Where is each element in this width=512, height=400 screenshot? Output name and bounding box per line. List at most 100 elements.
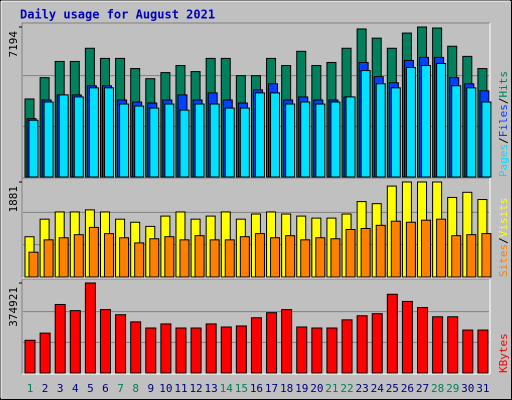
bar (58, 237, 69, 278)
x-tick-label: 23 (356, 382, 369, 395)
bar (130, 321, 142, 374)
bar (88, 226, 99, 278)
x-tick-label: 11 (174, 382, 187, 395)
bar (28, 251, 39, 278)
bar (341, 319, 353, 374)
y-tick-label: 1881 (7, 186, 20, 213)
bar (194, 235, 205, 278)
bar (88, 87, 99, 178)
bar (405, 221, 416, 278)
x-tick-label: 7 (117, 382, 124, 395)
bar (99, 309, 111, 374)
bar (421, 219, 432, 278)
legend-text: KBytes (497, 333, 510, 373)
legend-separator: / (497, 137, 510, 144)
x-tick-label: 1 (27, 382, 34, 395)
legend-entry: Files (497, 104, 510, 137)
legend-group: Pages/Files/Hits (497, 71, 510, 177)
bar (28, 119, 39, 178)
bar (390, 220, 401, 278)
bar (375, 83, 386, 178)
bar (84, 282, 96, 374)
bar (311, 327, 323, 374)
bar (296, 326, 308, 374)
x-tick-label: 21 (325, 382, 338, 395)
bar (330, 101, 341, 178)
chart-title: Daily usage for August 2021 (20, 8, 215, 22)
x-tick-label: 6 (102, 382, 109, 395)
bar (254, 92, 265, 178)
x-tick-label: 22 (340, 382, 353, 395)
bar (69, 310, 81, 374)
bar (466, 87, 477, 178)
bar (285, 235, 296, 278)
bar (250, 317, 262, 374)
bar (179, 109, 190, 178)
x-tick-label: 30 (461, 382, 474, 395)
bar (149, 238, 160, 278)
bar (401, 300, 413, 374)
bar (477, 329, 489, 374)
bar (190, 327, 202, 374)
legend-separator: / (497, 237, 510, 244)
bar (209, 239, 220, 278)
bar (462, 329, 474, 374)
x-tick-label: 15 (235, 382, 248, 395)
y-tick-label: 374921 (7, 287, 20, 327)
bar (43, 101, 54, 178)
x-tick-label: 20 (310, 382, 323, 395)
bar (330, 238, 341, 278)
legend-separator: / (497, 98, 510, 105)
bar (300, 101, 311, 178)
bar (175, 327, 187, 374)
bar (300, 239, 311, 278)
x-tick-label: 27 (416, 382, 429, 395)
bar (466, 234, 477, 278)
bar (254, 233, 265, 278)
x-tick-label: 16 (250, 382, 263, 395)
bar (360, 70, 371, 178)
bar (390, 87, 401, 178)
x-tick-label: 18 (280, 382, 293, 395)
bar (119, 237, 130, 278)
bar (220, 326, 232, 374)
x-tick-label: 4 (72, 382, 79, 395)
bar (160, 323, 172, 374)
bar (103, 87, 114, 178)
legend-group: KBytes (497, 333, 510, 373)
bar (164, 103, 175, 178)
bar (43, 239, 54, 278)
bar (281, 309, 293, 374)
bar (447, 316, 459, 374)
bar (360, 227, 371, 278)
y-tick-label: 7194 (7, 31, 20, 58)
bar (405, 67, 416, 178)
bar (451, 235, 462, 278)
bar (103, 233, 114, 278)
legend-text: Sites/Visits (497, 198, 510, 278)
bar (54, 303, 66, 374)
x-tick-label: 5 (87, 382, 94, 395)
bar (285, 103, 296, 178)
legend-entry: Sites (497, 244, 510, 277)
bar (432, 316, 444, 374)
bar (205, 323, 217, 374)
bar (73, 234, 84, 278)
bar (326, 327, 338, 374)
legend-entry: Pages (497, 144, 510, 177)
x-tick-label: 24 (371, 382, 385, 395)
bar (481, 233, 492, 278)
bar (345, 228, 356, 278)
bar (179, 239, 190, 278)
bar (73, 96, 84, 178)
bar (39, 332, 51, 374)
bar (386, 293, 398, 374)
x-tick-label: 28 (431, 382, 444, 395)
x-tick-label: 14 (220, 382, 234, 395)
bar (58, 94, 69, 178)
x-tick-label: 19 (295, 382, 308, 395)
bar (371, 313, 383, 374)
bar (224, 239, 235, 278)
bar (115, 314, 127, 374)
